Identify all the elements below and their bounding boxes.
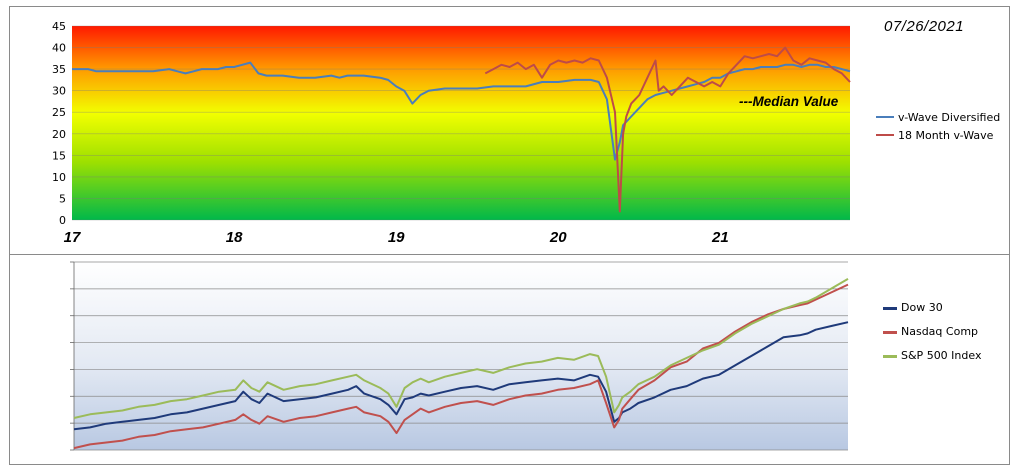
legend-item: Dow 30 — [883, 296, 981, 320]
legend-label: 18 Month v-Wave — [898, 128, 994, 142]
y-tick-label: 45 — [52, 20, 66, 33]
y-tick-label: 25 — [52, 106, 66, 119]
x-tick-label: 21 — [711, 229, 729, 246]
y-tick-label: 15 — [52, 149, 66, 162]
legend-swatch — [876, 116, 894, 118]
legend-label: v-Wave Diversified — [898, 110, 1001, 124]
index-chart — [70, 261, 849, 451]
legend-swatch — [883, 330, 897, 334]
legend-item: 18 Month v-Wave — [876, 126, 1000, 144]
plot-area-background — [74, 262, 848, 450]
legend-swatch — [883, 306, 897, 310]
legend-item: Nasdaq Comp — [883, 320, 981, 344]
x-tick-label: 18 — [226, 229, 243, 246]
y-tick-label: 35 — [52, 63, 66, 76]
y-tick-label: 10 — [52, 171, 66, 184]
legend-label: Dow 30 — [901, 301, 943, 314]
legend-swatch — [883, 354, 897, 358]
y-tick-label: 5 — [59, 192, 66, 205]
x-tick-label: 19 — [388, 229, 405, 246]
legend-item: v-Wave Diversified — [876, 108, 1000, 126]
series-line-0 — [72, 61, 851, 161]
index-series-line-1 — [73, 283, 849, 450]
series-line-1 — [484, 46, 851, 213]
x-tick-label: 17 — [64, 229, 81, 246]
v-wave-legend: v-Wave Diversified 18 Month v-Wave — [876, 108, 1000, 144]
plot-area-background — [72, 26, 850, 220]
index-series-line-2 — [73, 278, 849, 419]
index-series-line-0 — [73, 321, 849, 431]
v-wave-chart: 0 5 10 15 20 25 30 35 40 45 17 18 19 20 21 — [52, 20, 851, 246]
y-tick-label: 0 — [59, 214, 66, 227]
legend-label: Nasdaq Comp — [901, 325, 979, 338]
y-tick-label: 40 — [52, 42, 66, 55]
y-tick-label: 20 — [52, 128, 66, 141]
x-tick-label: 20 — [549, 229, 567, 246]
index-chart-panel: Dow 30 Nasdaq Comp S&P 500 Index — [9, 254, 1010, 465]
v-wave-chart-panel: 0 5 10 15 20 25 30 35 40 45 17 18 19 20 21 07/26/2021 … — [9, 6, 1010, 255]
legend-item: S&P 500 Index — [883, 344, 981, 368]
date-label: 07/26/2021 — [884, 18, 965, 35]
median-value-annotation: ---Median Value — [739, 94, 839, 109]
legend-swatch — [876, 134, 894, 136]
y-tick-label: 30 — [52, 85, 66, 98]
legend-label: S&P 500 Index — [901, 349, 982, 362]
index-legend: Dow 30 Nasdaq Comp S&P 500 Index — [883, 296, 981, 368]
